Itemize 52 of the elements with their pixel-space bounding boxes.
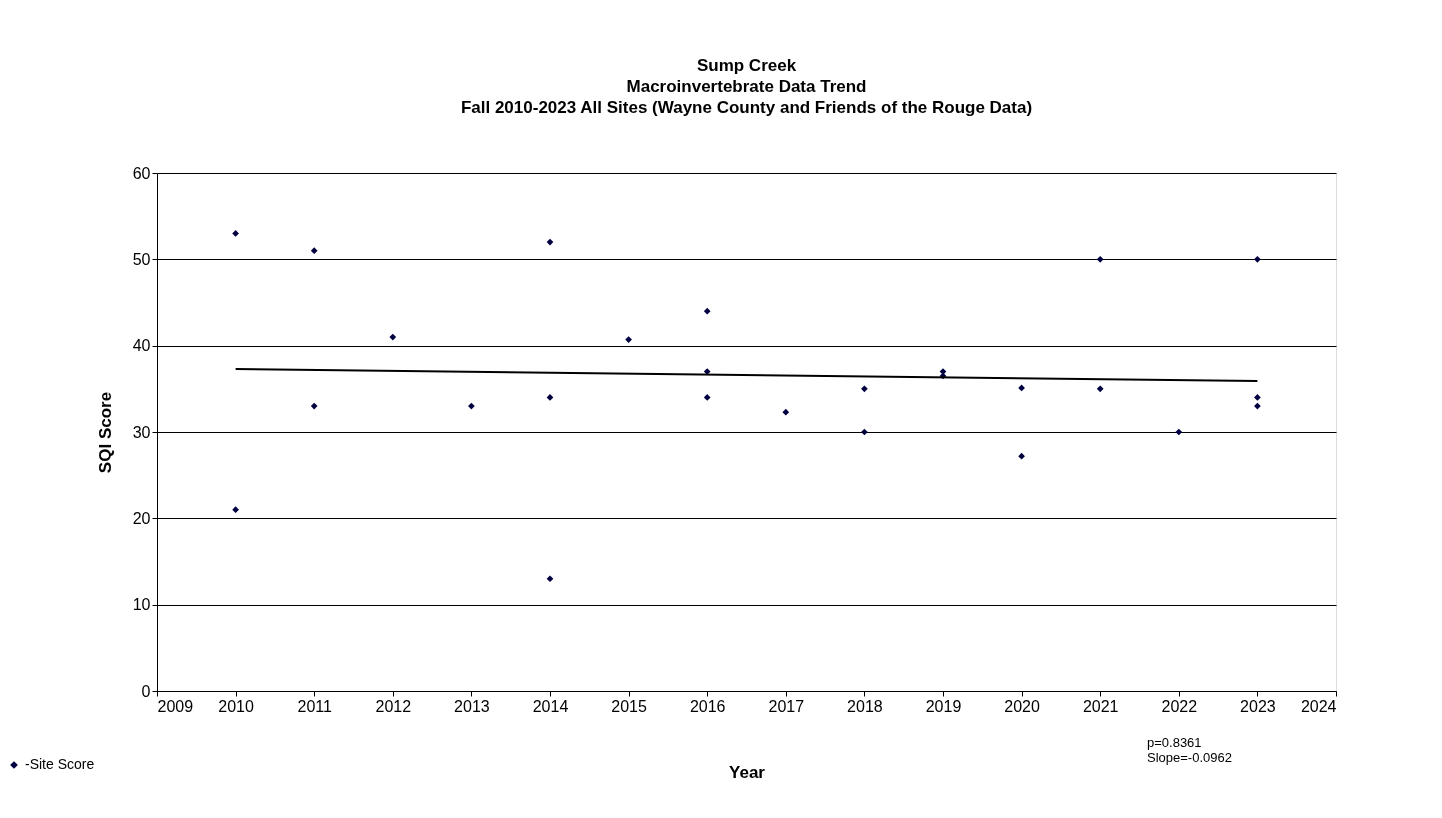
x-tick-label: 2022 — [1161, 697, 1198, 715]
x-axis-title: Year — [729, 762, 766, 782]
point — [1018, 452, 1025, 460]
point — [546, 575, 554, 583]
text: Sump Creek — [696, 56, 797, 75]
x-tick-label: 2023 — [1240, 697, 1276, 715]
point — [310, 402, 318, 410]
text: p=0.8361 — [1147, 735, 1202, 750]
point — [389, 333, 397, 341]
x-tick-label: 2018 — [847, 697, 883, 715]
point — [1254, 402, 1261, 410]
point — [232, 506, 239, 514]
point — [861, 385, 868, 393]
point — [1096, 255, 1104, 263]
x-tick-label: 2010 — [218, 697, 254, 715]
y-tick-label: 60 — [132, 164, 151, 182]
point — [1254, 255, 1261, 263]
point — [703, 394, 711, 401]
y-tick-label: 0 — [141, 682, 151, 700]
point — [546, 238, 554, 246]
x-tick-label: 2020 — [1004, 697, 1040, 715]
point — [703, 368, 711, 375]
x-tick-label: 2024 — [1300, 697, 1337, 715]
point — [782, 408, 790, 416]
text: Fall 2010-2023 All Sites (Wayne County and Friends of the Rouge Data) — [460, 98, 1033, 117]
y-tick-label: 30 — [132, 423, 151, 441]
point — [1254, 394, 1261, 401]
x-tick-label: 2011 — [297, 697, 332, 715]
x-tick-label: 2016 — [689, 697, 726, 715]
point — [232, 230, 239, 237]
x-tick-label: 2013 — [454, 697, 490, 715]
legend-label: -Site Score — [25, 756, 95, 772]
x-tick-label: 2015 — [611, 697, 647, 715]
text: Macroinvertebrate Data Trend — [626, 77, 867, 96]
point — [310, 247, 318, 255]
x-tick-label: 2012 — [375, 697, 412, 715]
x-tick-label: 2021 — [1082, 697, 1119, 715]
point — [1096, 385, 1104, 393]
y-tick-label: 20 — [132, 509, 151, 527]
point — [1175, 428, 1183, 436]
text: Slope=-0.0962 — [1147, 750, 1232, 765]
y-tick-label: 50 — [132, 250, 151, 268]
y-axis-title: SQI Score — [95, 391, 115, 474]
y-tick-label: 10 — [132, 596, 151, 614]
x-tick-label: 2019 — [925, 697, 962, 715]
point — [468, 402, 475, 410]
point — [625, 336, 632, 343]
x-tick-label: 2014 — [532, 697, 569, 715]
x-tick-label: 2017 — [768, 697, 805, 715]
x-tick-label: 2009 — [157, 697, 194, 715]
point — [703, 307, 711, 315]
y-tick-label: 40 — [132, 337, 151, 355]
